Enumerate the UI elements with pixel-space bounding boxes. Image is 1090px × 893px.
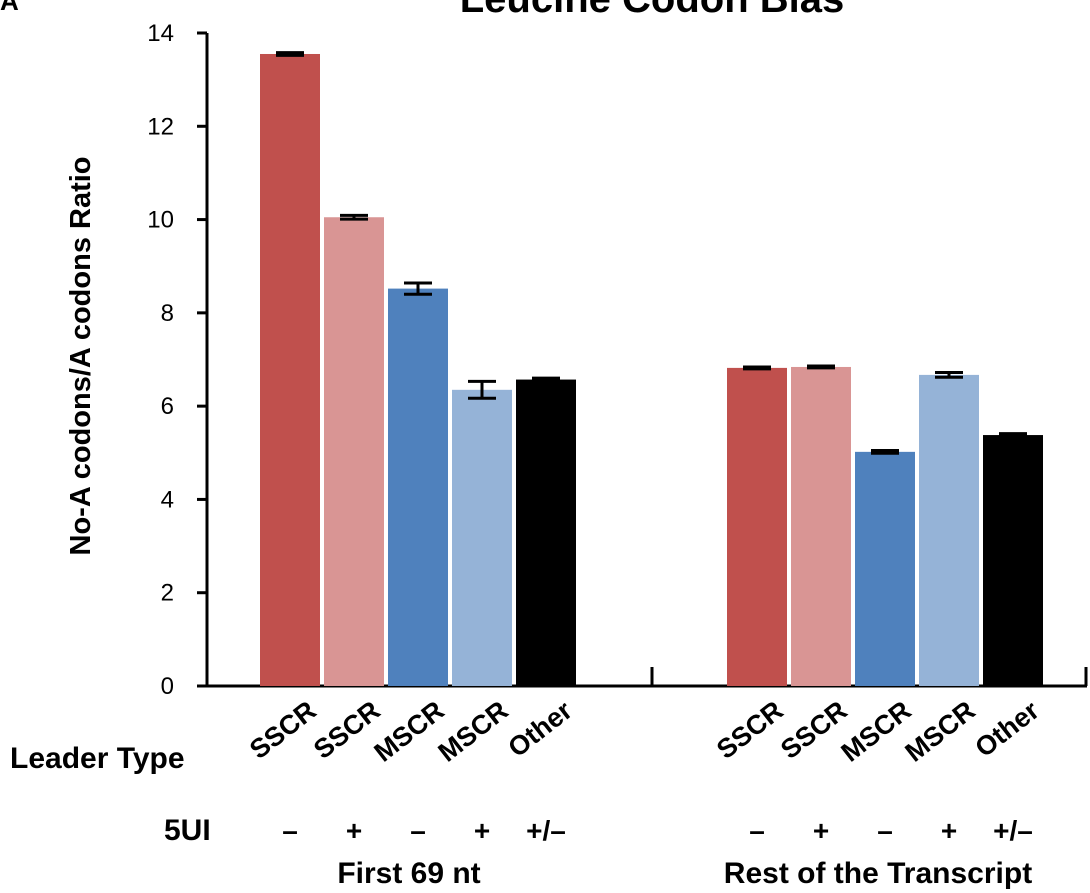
fiveui-tick-label: +/– — [526, 815, 566, 846]
fiveui-tick-label: + — [346, 815, 362, 846]
bar — [919, 374, 979, 686]
leader-type-tick-label: Other — [502, 695, 578, 763]
leader-type-tick-label: MSCR — [900, 695, 981, 768]
leader-type-tick-label: MSCR — [433, 695, 514, 768]
y-axis-label: No-A codons/A codons Ratio — [65, 156, 97, 555]
fiveui-tick-label: – — [877, 815, 893, 846]
y-tick-label: 14 — [147, 20, 174, 47]
fiveui-label: 5UI — [164, 814, 211, 847]
bar — [452, 389, 512, 686]
y-tick-label: 8 — [161, 300, 174, 327]
fiveui-tick-label: + — [813, 815, 829, 846]
chart-title: Leucine Codon Bias — [460, 0, 845, 21]
y-tick-label: 10 — [147, 207, 174, 234]
y-tick-label: 4 — [161, 486, 174, 513]
bar — [260, 53, 320, 687]
bar — [324, 217, 384, 686]
bar — [727, 367, 787, 686]
leader-type-tick-label: SSCR — [308, 695, 386, 765]
panel-letter: A — [0, 0, 19, 16]
fiveui-tick-label: – — [410, 815, 426, 846]
bar — [516, 379, 576, 686]
y-tick-label: 6 — [161, 393, 174, 420]
y-tick-label: 0 — [161, 673, 174, 700]
leader-type-label: Leader Type — [10, 742, 185, 775]
leader-type-tick-label: MSCR — [836, 695, 917, 768]
y-tick-label: 12 — [147, 113, 174, 140]
leader-type-tick-label: Other — [969, 695, 1045, 763]
bar — [855, 451, 915, 686]
bar — [388, 288, 448, 686]
fiveui-tick-label: + — [941, 815, 957, 846]
bar — [791, 366, 851, 686]
leader-type-tick-label: SSCR — [244, 695, 322, 765]
fiveui-tick-label: +/– — [993, 815, 1033, 846]
leader-type-tick-label: SSCR — [775, 695, 853, 765]
plot-area: 0 2 4 6 8 10 12 14 SSCR – SSCR + MSCR – MSCR + Other +/– S… — [147, 20, 1088, 846]
y-tick-label: 2 — [161, 580, 174, 607]
group-label-first: First 69 nt — [337, 857, 480, 890]
fiveui-tick-label: + — [474, 815, 490, 846]
fiveui-tick-label: – — [282, 815, 298, 846]
bar — [983, 435, 1043, 686]
group-label-rest: Rest of the Transcript — [724, 857, 1032, 890]
leader-type-tick-label: SSCR — [711, 695, 789, 765]
leader-type-tick-label: MSCR — [369, 695, 450, 768]
fiveui-tick-label: – — [749, 815, 765, 846]
